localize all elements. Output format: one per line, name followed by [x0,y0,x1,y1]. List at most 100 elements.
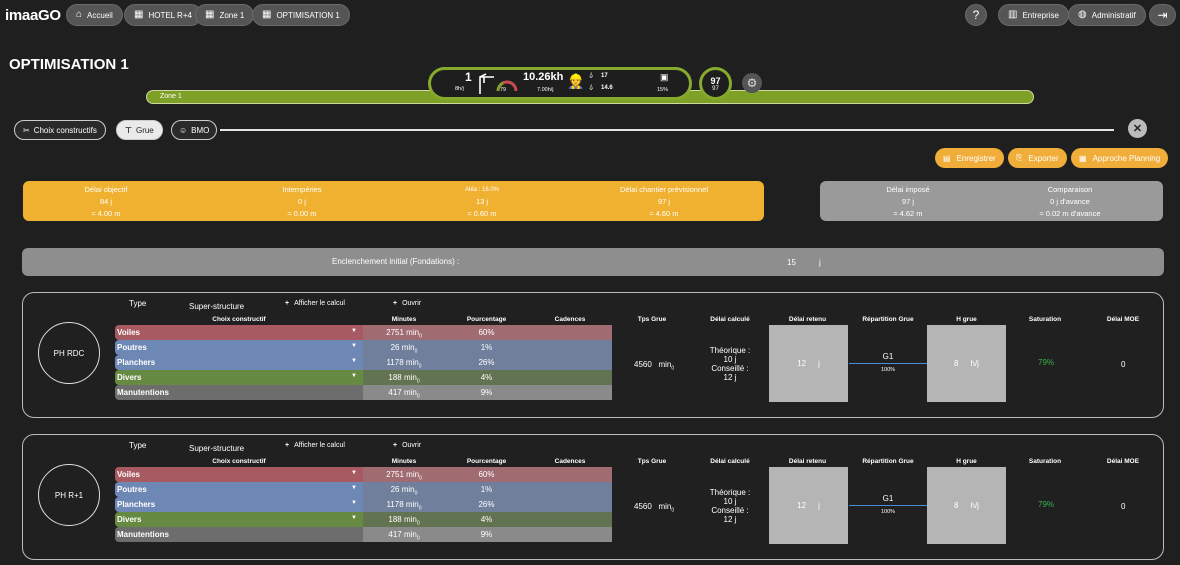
saturation-value: 79% [1038,500,1055,509]
col-choix: Choix constructif [212,458,266,465]
table-row: Planchers ▼ 1178 min0 26% [115,497,612,512]
type-select[interactable]: Super-structure [189,302,245,311]
theorique-value: 10 j [723,497,737,506]
summary-panel: Délai objectif 84 j ≈ 4.00 m Intempéries… [23,181,764,221]
crane-icon: ⊤ [125,125,132,135]
dropdown-arrow-icon[interactable]: ▼ [351,343,357,349]
type-label: Type [129,441,147,450]
row-select[interactable]: Planchers [115,355,363,370]
conseille-label: Conseillé : [711,364,749,373]
summary-title: Délai imposé [886,185,930,194]
tab-label: Grue [135,125,154,135]
show-calc-button[interactable]: + Afficher le calcul [285,442,345,449]
col-delai-retenu: Délai retenu [788,316,827,323]
close-button[interactable]: ✕ [1128,119,1147,138]
row-cadence [528,512,612,527]
breadcrumb-project[interactable]: ▦ HOTEL R+4 [124,4,202,26]
dropdown-arrow-icon[interactable]: ▼ [351,328,357,334]
crane-icon [479,73,494,94]
table-row: Voiles ▼ 2751 min0 60% [115,467,612,482]
row-cadence [528,527,612,542]
h-grue-input[interactable]: 8 h/j [927,325,1006,402]
summary-height: ≈ 4.62 m [893,209,923,218]
row-select[interactable]: Planchers [115,497,363,512]
admin-button[interactable]: ◍ Administratif [1068,4,1146,26]
col-delai-calcule: Délai calculé [710,458,750,465]
summary-title: Comparaison [1047,185,1093,194]
minutes-value: 26 min [390,343,415,352]
row-pct: 1% [445,340,528,355]
zone-kpi-panel: 1 8h/j 79 10.26kh 7.00h/j 👷 ⍙ 17 ⍙ 14.6 … [428,67,692,100]
save-label: Enregistrer [956,153,996,163]
zone-label: Zone 1 [160,93,182,100]
entreprise-button[interactable]: ▥ Entreprise [998,4,1069,26]
help-button[interactable]: ? [965,4,987,26]
breadcrumb-label: OPTIMISATION 1 [276,10,340,20]
planning-button[interactable]: ▦ Approche Planning [1071,148,1169,168]
save-icon: ▤ [943,153,951,163]
show-calc-button[interactable]: + Afficher le calcul [285,300,345,307]
breadcrumb-zone[interactable]: ▦ Zone 1 [195,4,255,26]
logout-icon: ⇥ [1157,8,1168,22]
retenu-value: 12 [797,501,807,510]
repartition-grue[interactable]: G1 100% [849,494,927,517]
saturation-value: 79% [1038,358,1055,367]
delai-retenu-input[interactable]: 12 j [769,325,848,402]
save-button[interactable]: ▤ Enregistrer [935,148,1004,168]
row-select[interactable]: Divers [115,512,363,527]
type-label: Type [129,299,147,308]
dropdown-arrow-icon[interactable]: ▼ [351,470,357,476]
summary-height: ≈ 0.02 m d'avance [1039,209,1101,218]
row-minutes: 2751 min0 [363,467,445,482]
summary-impose: Délai imposé 97 j ≈ 4.62 m [820,184,996,220]
open-button[interactable]: + Ouvrir [393,442,421,449]
summary-title: Délai objectif [84,185,128,194]
repartition-name: G1 [849,494,927,506]
summary-height: ≈ 0.60 m [467,209,497,218]
gauge-icon [496,80,518,92]
table-row: Voiles ▼ 2751 min0 60% [115,325,612,340]
minutes-value: 26 min [390,485,415,494]
tab-bmo[interactable]: ☺ BMO [171,120,218,140]
row-minutes: 188 min0 [363,512,445,527]
row-minutes: 1178 min0 [363,355,445,370]
tab-grue[interactable]: ⊤ Grue [116,120,163,140]
h-grue-input[interactable]: 8 h/j [927,467,1006,544]
settings-button[interactable]: ⚙ [742,73,762,93]
app-logo: imaaGO [5,7,61,24]
dropdown-arrow-icon[interactable]: ▼ [351,373,357,379]
minutes-value: 2751 min [386,470,420,479]
summary-height: ≈ 4.60 m [649,209,679,218]
summary-value: 0 j d'avance [1050,197,1090,206]
type-select[interactable]: Super-structure [189,444,245,453]
retenu-value: 12 [797,359,807,368]
tab-line [220,129,1114,131]
open-button[interactable]: + Ouvrir [393,300,421,307]
calendar-icon: ▦ [1079,153,1087,163]
row-minutes: 1178 min0 [363,497,445,512]
repartition-grue[interactable]: G1 100% [849,352,927,375]
enclenchement-value[interactable]: 15 [787,258,796,267]
dropdown-arrow-icon[interactable]: ▼ [351,358,357,364]
row-select[interactable]: Voiles [115,467,363,482]
tab-choix-constructifs[interactable]: ✂ Choix constructifs [14,120,106,140]
breadcrumb-accueil[interactable]: ⌂ Accueil [66,4,123,26]
breadcrumb-optimisation[interactable]: ▦ OPTIMISATION 1 [252,4,350,26]
delai-retenu-input[interactable]: 12 j [769,467,848,544]
row-select[interactable]: Poutres [115,340,363,355]
dropdown-arrow-icon[interactable]: ▼ [351,485,357,491]
col-repartition: Répartition Grue [862,458,914,465]
workers-bottom-icon: ⍙ [589,84,594,91]
export-button[interactable]: ⎘ Exporter [1008,148,1067,168]
dropdown-arrow-icon[interactable]: ▼ [351,500,357,506]
col-delai-calcule: Délai calculé [710,316,750,323]
dropdown-arrow-icon[interactable]: ▼ [351,515,357,521]
workers-bottom: 14.6 [601,85,613,91]
row-select[interactable]: Voiles [115,325,363,340]
hours-value: 10.26kh [523,71,564,83]
logout-button[interactable]: ⇥ [1149,4,1176,26]
row-select[interactable]: Poutres [115,482,363,497]
table-row: Poutres ▼ 26 min0 1% [115,340,612,355]
row-select[interactable]: Divers [115,370,363,385]
row-pct: 4% [445,370,528,385]
